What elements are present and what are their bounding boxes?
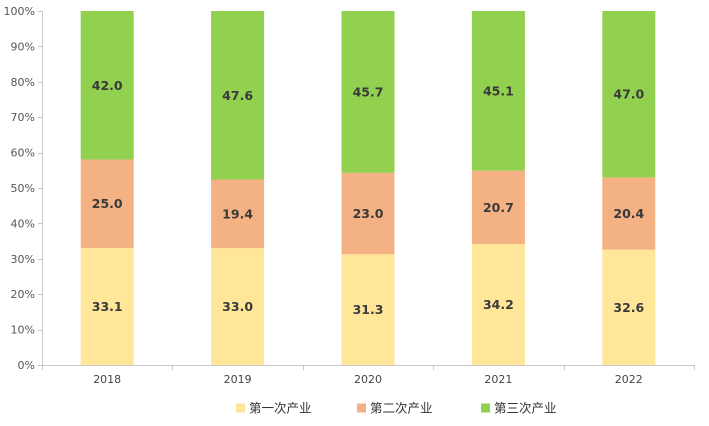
- y-tick-label: 100%: [4, 5, 35, 18]
- y-tick-label: 10%: [11, 324, 35, 337]
- data-label: 33.1: [92, 299, 123, 314]
- legend-label: 第二次产业: [370, 401, 433, 416]
- data-label: 20.4: [613, 206, 644, 221]
- data-label: 45.1: [483, 83, 514, 98]
- bars: [80, 11, 656, 365]
- y-tick-label: 0%: [18, 359, 35, 372]
- bar-segment: [341, 11, 395, 173]
- bar-segment: [341, 254, 395, 365]
- y-tick-label: 80%: [11, 76, 35, 89]
- legend-swatch: [236, 403, 245, 413]
- bar-segment: [211, 11, 265, 180]
- x-tick-label: 2020: [354, 373, 382, 386]
- legend: 第一次产业 第二次产业 第三次产业: [236, 401, 557, 416]
- data-label: 19.4: [222, 206, 253, 221]
- legend-swatch: [481, 403, 490, 413]
- bar-segment: [80, 247, 134, 365]
- y-tick-label: 50%: [11, 182, 35, 195]
- data-label: 45.7: [353, 84, 384, 99]
- y-tick-label: 90%: [11, 40, 35, 53]
- y-tick-label: 20%: [11, 288, 35, 301]
- y-tick-label: 60%: [11, 147, 35, 160]
- data-label: 25.0: [92, 196, 123, 211]
- legend-swatch: [357, 403, 366, 413]
- data-labels: 33.1 25.0 42.0 33.0 19.4 47.6 31.3 23.0 45.7 34.2…: [92, 78, 645, 317]
- data-label: 47.0: [613, 87, 644, 102]
- y-tick-label: 40%: [11, 217, 35, 230]
- data-label: 47.6: [222, 88, 253, 103]
- data-label: 42.0: [92, 78, 123, 93]
- data-label: 34.2: [483, 297, 514, 312]
- data-label: 23.0: [353, 206, 384, 221]
- bar-segment: [211, 248, 265, 365]
- data-label: 20.7: [483, 200, 514, 215]
- x-tick-label: 2018: [93, 373, 121, 386]
- bar-segment: [80, 159, 134, 248]
- data-label: 32.6: [613, 300, 644, 315]
- bar-segment: [341, 172, 395, 255]
- y-tick-label: 30%: [11, 253, 35, 266]
- axes: 0% 10% 20% 30% 40% 50% 60% 70% 80% 90% 100% 2018 201…: [4, 5, 695, 386]
- bar-segment: [602, 177, 656, 250]
- bar-segment: [602, 11, 656, 178]
- x-tick-label: 2021: [484, 373, 512, 386]
- bar-segment: [471, 11, 525, 171]
- x-tick-label: 2022: [615, 373, 643, 386]
- y-tick-label: 70%: [11, 111, 35, 124]
- data-label: 31.3: [353, 302, 384, 317]
- bar-segment: [471, 243, 525, 365]
- legend-label: 第三次产业: [494, 401, 557, 416]
- x-tick-label: 2019: [224, 373, 252, 386]
- data-label: 33.0: [222, 299, 253, 314]
- legend-label: 第一次产业: [249, 401, 312, 416]
- bar-segment: [471, 170, 525, 244]
- bar-segment: [602, 249, 656, 365]
- bar-segment: [211, 179, 265, 249]
- bar-segment: [80, 11, 134, 160]
